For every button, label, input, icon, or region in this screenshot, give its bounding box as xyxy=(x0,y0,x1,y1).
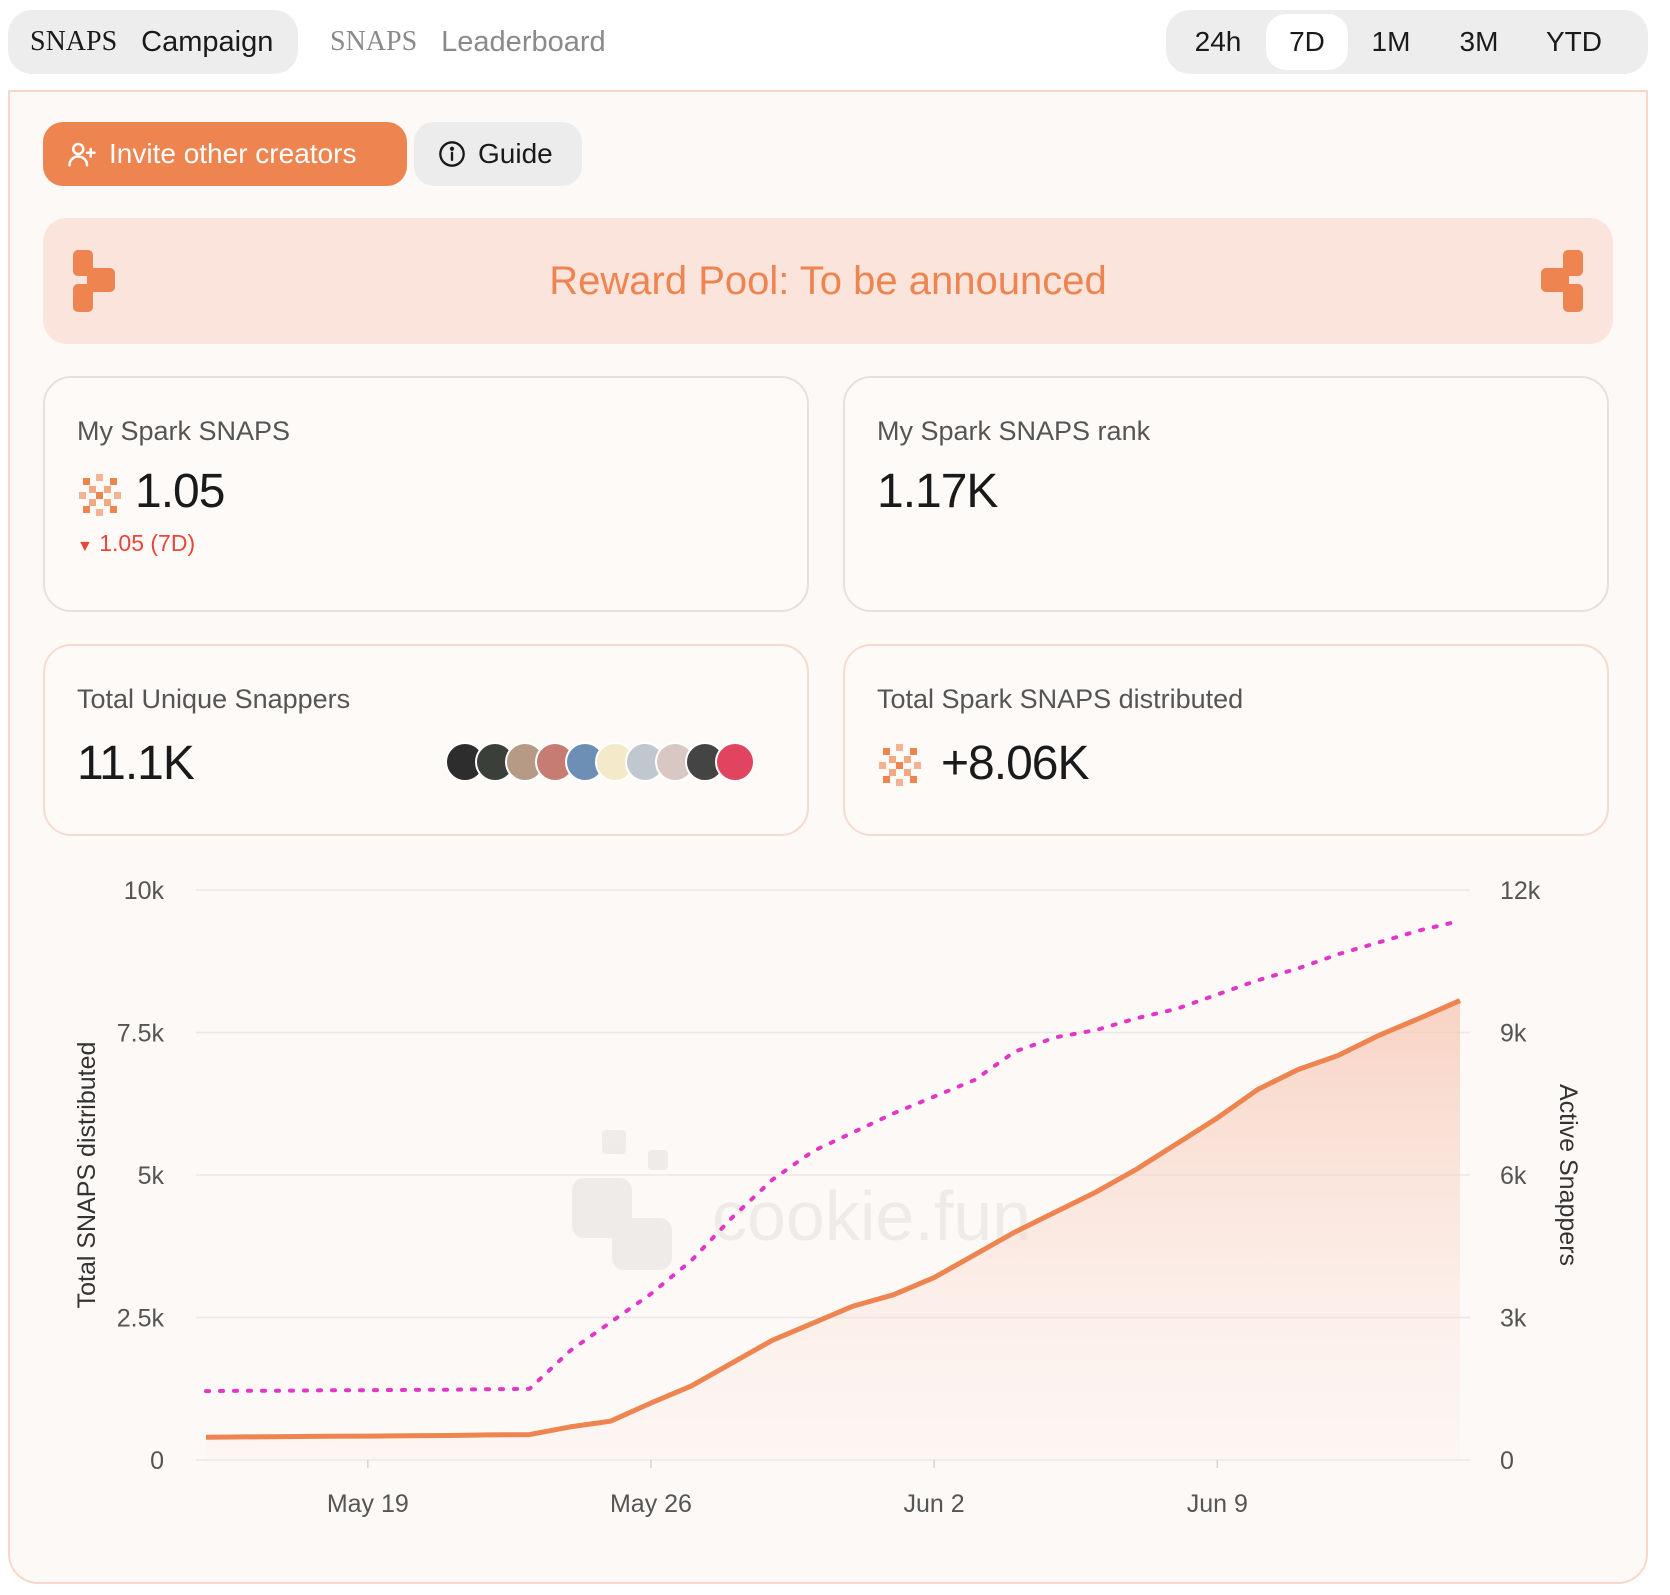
y-tick-label-left: 5k xyxy=(138,1162,165,1190)
reward-pool-banner: Reward Pool: To be announced xyxy=(43,218,1613,344)
range-1m-button[interactable]: 1M xyxy=(1371,26,1411,57)
my-rank-label: My Spark SNAPS rank xyxy=(877,416,1151,446)
y-tick-label-right: 12k xyxy=(1500,877,1541,905)
range-24h-button[interactable]: 24h xyxy=(1194,26,1242,57)
y-tick-label-right: 9k xyxy=(1500,1020,1527,1048)
tab-brand: SNAPS xyxy=(330,26,418,57)
puzzle-piece-icon xyxy=(73,250,115,312)
time-range-selector: 24h 7D 1M 3M YTD xyxy=(1166,10,1648,74)
x-tick-label: May 26 xyxy=(610,1490,692,1518)
x-tick-label: May 19 xyxy=(327,1490,409,1518)
y-tick-label-left: 0 xyxy=(150,1447,164,1475)
y-tick-label-left: 7.5k xyxy=(117,1020,165,1048)
guide-button[interactable]: Guide xyxy=(414,122,582,186)
my-snaps-value: 1.05 xyxy=(135,465,225,518)
cookie-logo-icon xyxy=(572,1130,672,1270)
invite-creators-button[interactable]: Invite other creators xyxy=(43,122,407,186)
down-triangle-icon: ▼ xyxy=(77,538,93,555)
y-axis-label-left: Total SNAPS distributed xyxy=(73,1042,101,1309)
avatar-stack xyxy=(445,742,765,782)
tab-label: Campaign xyxy=(141,25,274,58)
snaps-distributed-card: Total Spark SNAPS distributed +8.06K xyxy=(843,644,1609,836)
tab-campaign[interactable]: SNAPS Campaign xyxy=(8,10,298,74)
my-snaps-delta: ▼ 1.05 (7D) xyxy=(77,530,195,557)
my-snaps-label: My Spark SNAPS xyxy=(77,416,291,446)
my-snaps-delta-text: 1.05 (7D) xyxy=(99,530,196,556)
y-axis-label-right: Active Snappers xyxy=(1554,1084,1582,1266)
y-tick-label-right: 0 xyxy=(1500,1447,1514,1475)
unique-snappers-value: 11.1K xyxy=(77,737,195,790)
guide-label: Guide xyxy=(478,138,553,169)
my-rank-card: My Spark SNAPS rank 1.17K xyxy=(843,376,1609,612)
y-tick-label-left: 2.5k xyxy=(117,1305,165,1333)
reward-pool-text: Reward Pool: To be announced xyxy=(549,258,1107,303)
y-tick-label-left: 10k xyxy=(124,877,165,905)
range-3m-button[interactable]: 3M xyxy=(1459,26,1499,57)
snaps-distributed-label: Total Spark SNAPS distributed xyxy=(877,684,1244,714)
tab-label: Leaderboard xyxy=(441,25,606,58)
watermark-text: cookie.fun xyxy=(712,1177,1031,1255)
range-7d-button[interactable]: 7D xyxy=(1266,14,1348,70)
x-tick-label: Jun 9 xyxy=(1187,1490,1248,1518)
my-rank-value: 1.17K xyxy=(877,465,998,518)
puzzle-piece-icon xyxy=(1541,250,1583,312)
snaps-token-icon xyxy=(879,744,921,786)
axis-ticks: 0 2.5k 5k 7.5k 10k 0 3k 6k 9k 12k May 19 May 26 Jun … xyxy=(117,877,1541,1518)
cookie-watermark: cookie.fun xyxy=(572,1130,1031,1270)
my-snaps-card: My Spark SNAPS 1.05 ▼ 1.05 (7D) xyxy=(43,376,809,612)
card-label: My Spark SNAPS xyxy=(77,416,290,447)
info-icon xyxy=(439,141,465,167)
invite-creators-label: Invite other creators xyxy=(109,138,357,169)
unique-snappers-card: Total Unique Snappers 11.1K xyxy=(43,644,809,836)
snaps-token-icon xyxy=(79,474,121,516)
y-tick-label-right: 6k xyxy=(1500,1162,1527,1190)
unique-snappers-label: Total Unique Snappers xyxy=(77,684,351,714)
range-ytd-button[interactable]: YTD xyxy=(1546,26,1602,57)
avatar xyxy=(715,742,755,782)
snaps-distributed-value: +8.06K xyxy=(941,737,1089,790)
snaps-area-fill xyxy=(206,1000,1460,1460)
x-tick-label: Jun 2 xyxy=(904,1490,965,1518)
snaps-series-line xyxy=(205,998,1462,1440)
y-tick-label-right: 3k xyxy=(1500,1305,1527,1333)
tab-leaderboard[interactable]: SNAPS Leaderboard xyxy=(316,10,636,74)
tab-brand: SNAPS xyxy=(30,26,118,57)
active-snappers-series-line xyxy=(204,918,1462,1394)
top-bar: SNAPS Campaign SNAPS Leaderboard 24h 7D … xyxy=(0,0,1670,92)
add-user-icon xyxy=(68,142,96,167)
